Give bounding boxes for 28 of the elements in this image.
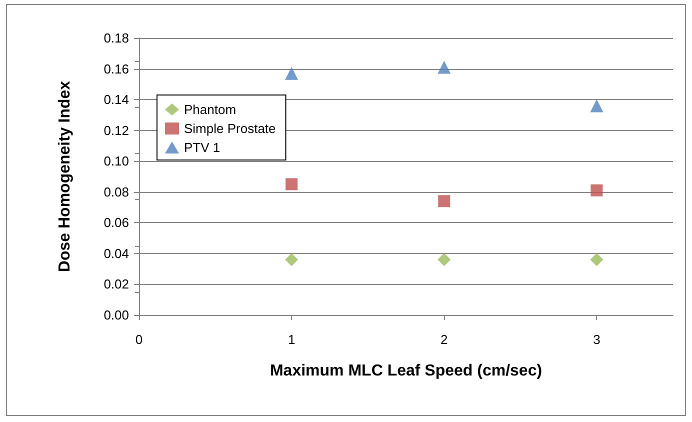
y-tick-label: 0.02 (104, 276, 129, 292)
point (590, 253, 604, 266)
point (285, 66, 298, 80)
x-tick-label: 3 (593, 332, 600, 347)
point (590, 184, 603, 196)
y-tick-label: 0.16 (104, 61, 129, 76)
y-tick-label: 0.12 (104, 122, 129, 138)
legend-label: Simple Prostate (184, 121, 276, 136)
point (438, 195, 450, 208)
y-axis-title: Dose Homogeneity Index (56, 80, 74, 272)
y-tick-label: 0.08 (104, 184, 129, 200)
x-axis-title: Maximum MLC Leaf Speed (cm/sec) (270, 362, 542, 380)
x-tick-label: 1 (288, 332, 296, 347)
y-tick-label: 0.18 (104, 30, 129, 46)
x-tick-label: 0 (135, 332, 143, 347)
y-tick-label: 0.14 (104, 92, 129, 108)
point (438, 253, 451, 266)
point (590, 99, 604, 112)
point (438, 60, 451, 74)
point (285, 253, 298, 266)
point (286, 178, 298, 190)
y-tick-label: 0.06 (104, 215, 129, 230)
y-tick-label: 0.00 (104, 308, 129, 322)
x-tick-label: 2 (440, 332, 448, 347)
legend-label: Phantom (184, 102, 236, 117)
y-tick-label: 0.10 (104, 154, 129, 169)
y-tick-label: 0.04 (104, 246, 129, 261)
legend-label: PTV 1 (184, 140, 220, 155)
